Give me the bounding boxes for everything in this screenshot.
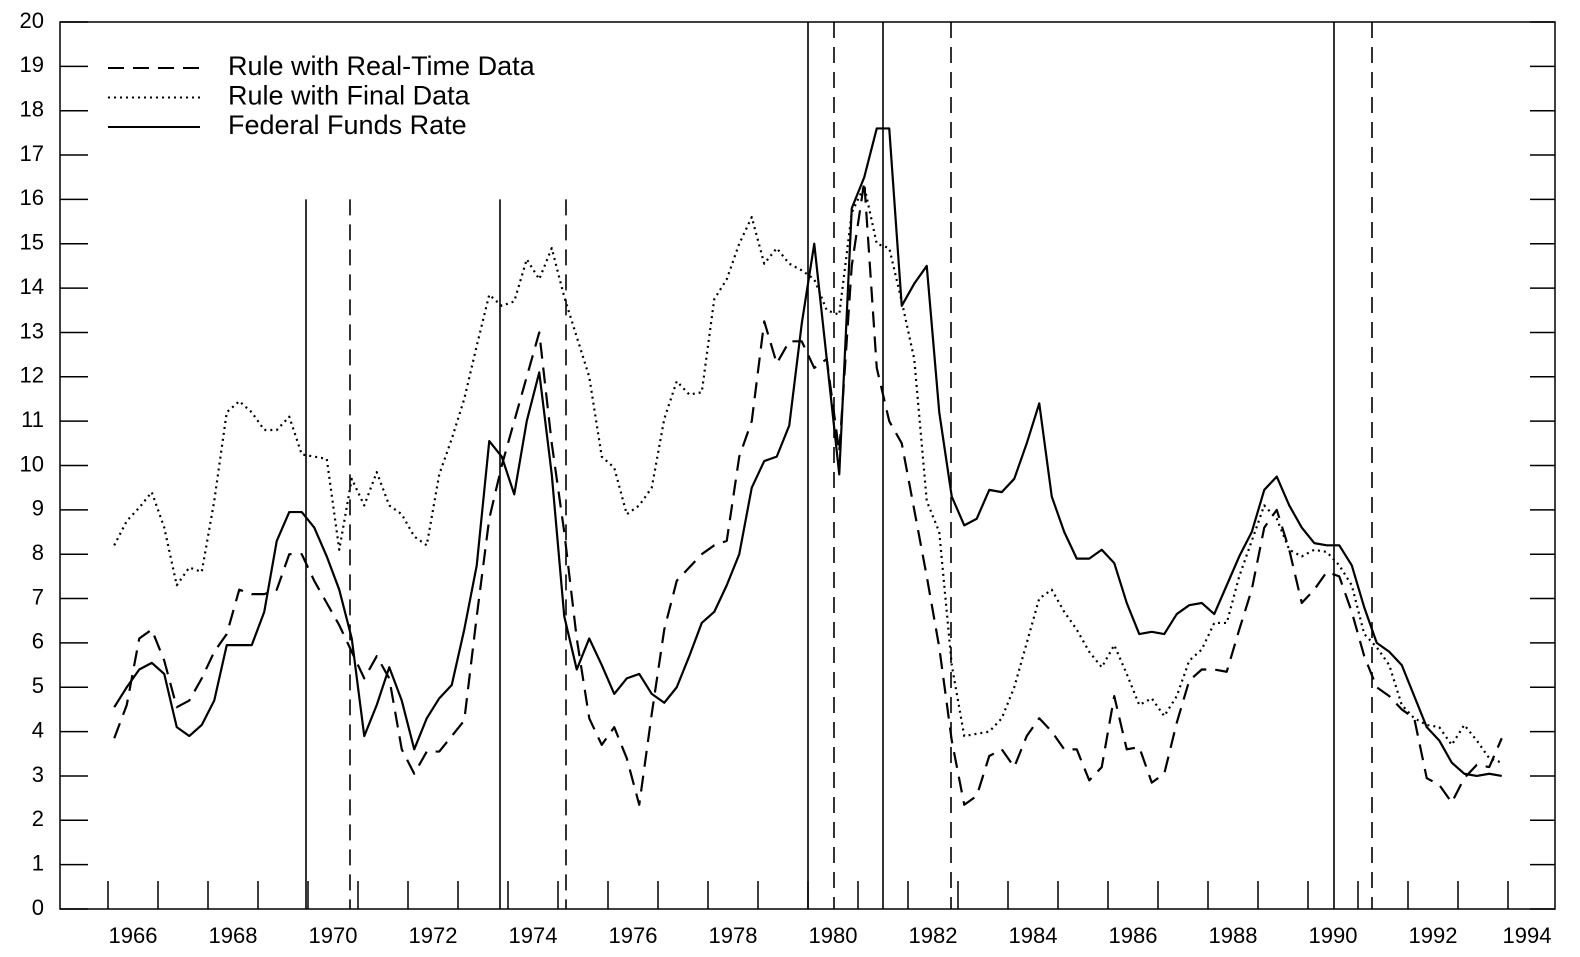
x-tick-label: 1980 [809, 923, 858, 948]
y-tick-label: 13 [20, 318, 44, 343]
y-tick-label: 7 [32, 584, 44, 609]
y-tick-label: 20 [20, 8, 44, 33]
y-tick-label: 15 [20, 230, 44, 255]
x-tick-label: 1976 [609, 923, 658, 948]
y-tick-label: 17 [20, 141, 44, 166]
series-line [113, 184, 1503, 764]
x-tick-label: 1978 [709, 923, 758, 948]
x-tick-label: 1992 [1409, 923, 1458, 948]
legend-label: Rule with Final Data [228, 81, 471, 111]
y-tick-label: 19 [20, 52, 44, 77]
y-tick-label: 1 [32, 850, 44, 875]
x-tick-label: 1972 [409, 923, 458, 948]
x-tick-label: 1974 [509, 923, 558, 948]
y-tick-label: 14 [20, 274, 44, 299]
y-tick-label: 8 [32, 540, 44, 565]
y-tick-label: 16 [20, 185, 44, 210]
legend-label: Rule with Real-Time Data [228, 51, 536, 81]
y-tick-label: 12 [20, 363, 44, 388]
y-tick-label: 10 [20, 451, 44, 476]
x-tick-label: 1994 [1503, 923, 1552, 948]
y-tick-label: 2 [32, 806, 44, 831]
x-tick-label: 1968 [209, 923, 258, 948]
y-tick-label: 6 [32, 629, 44, 654]
x-tick-label: 1984 [1009, 923, 1058, 948]
legend-label: Federal Funds Rate [228, 110, 467, 140]
x-tick-label: 1986 [1109, 923, 1158, 948]
y-tick-label: 4 [32, 717, 44, 742]
x-tick-label: 1988 [1209, 923, 1258, 948]
y-tick-label: 3 [32, 762, 44, 787]
x-tick-label: 1970 [309, 923, 358, 948]
x-tick-label: 1990 [1309, 923, 1358, 948]
y-tick-label: 11 [21, 407, 44, 432]
x-tick-label: 1966 [109, 923, 158, 948]
y-tick-label: 9 [32, 496, 44, 521]
series-line [113, 127, 1502, 778]
x-tick-label: 1982 [909, 923, 958, 948]
y-tick-label: 5 [32, 673, 44, 698]
y-tick-label: 0 [32, 895, 44, 920]
y-tick-label: 18 [20, 97, 44, 122]
